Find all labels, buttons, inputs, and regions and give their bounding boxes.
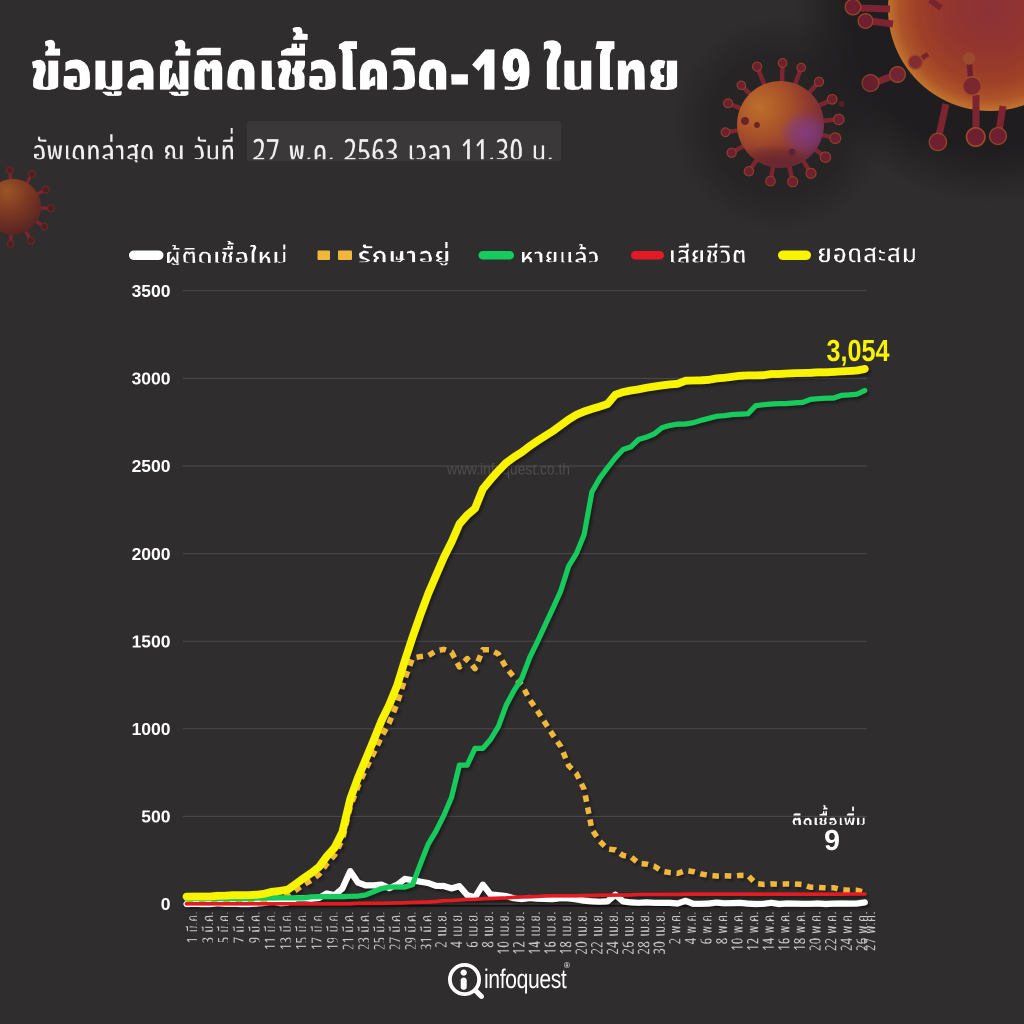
svg-text:infoquest: infoquest — [484, 965, 567, 995]
svg-text:9: 9 — [824, 825, 840, 857]
svg-text:2000: 2000 — [132, 544, 171, 564]
svg-text:3,054: 3,054 — [827, 334, 890, 368]
svg-text:®: ® — [564, 961, 570, 970]
svg-text:1000: 1000 — [132, 719, 171, 739]
svg-text:500: 500 — [141, 807, 170, 827]
svg-text:2500: 2500 — [132, 456, 171, 476]
svg-text:0: 0 — [161, 894, 171, 914]
svg-text:www.infoquest.co.th: www.infoquest.co.th — [446, 462, 570, 479]
svg-text:3500: 3500 — [132, 281, 171, 301]
svg-text:3000: 3000 — [132, 369, 171, 389]
svg-text:1500: 1500 — [132, 631, 171, 651]
